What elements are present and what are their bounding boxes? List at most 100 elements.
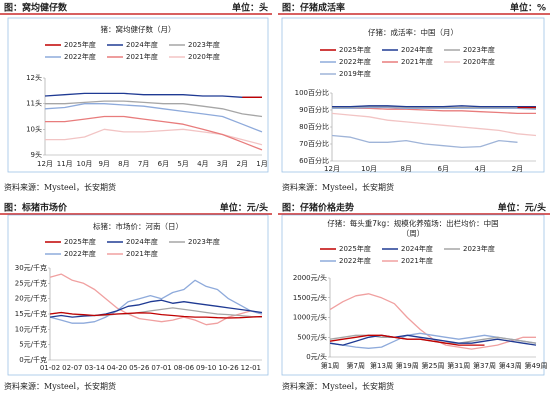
y-tick-label: 10元/千克 [15, 324, 47, 333]
legend-label: 2022年度 [339, 256, 371, 265]
x-tick-label: 2月 [512, 165, 523, 173]
series-line [44, 103, 263, 133]
series-line [332, 105, 536, 108]
y-tick-label: 15元/千克 [15, 309, 47, 318]
x-tick-label: 12月 [324, 165, 340, 173]
panel-header: 图：窝均健仔数 [4, 2, 68, 14]
series-line [49, 279, 263, 324]
x-tick-label: 2月 [237, 160, 248, 168]
legend-label: 2025年度 [64, 237, 96, 246]
legend-label: 2025年度 [64, 40, 96, 49]
x-tick-label: 第37周 [473, 361, 496, 370]
x-tick-label: 第49周 [525, 361, 548, 370]
series-line [45, 100, 263, 118]
x-tick-label: 第25周 [422, 361, 445, 370]
source-note: 资料来源：Mysteel，长安期货 [4, 381, 116, 391]
legend-label: 2021年度 [401, 256, 433, 265]
source-note: 资料来源：Mysteel，长安期货 [282, 182, 394, 192]
legend-label: 2021年度 [126, 249, 158, 258]
x-tick-label: 03-14 [84, 364, 105, 372]
x-tick-label: 4月 [475, 165, 486, 173]
x-tick-label: 10-26 [218, 364, 239, 372]
chart-title: 标猪：市场价：河南（日） [93, 221, 183, 231]
panel-unit: 单位：元/头 [220, 202, 268, 214]
x-tick-label: 6月 [158, 160, 169, 168]
legend-label: 2024年度 [126, 40, 158, 49]
x-tick-label: 02-07 [62, 364, 82, 372]
x-tick-label: 第19周 [396, 361, 419, 370]
y-tick-label: 12头 [26, 73, 42, 82]
source-note: 资料来源：Mysteel，长安期货 [4, 182, 116, 192]
legend-label: 2021年度 [126, 52, 158, 61]
x-tick-label: 第43周 [499, 361, 522, 370]
chart-frame [7, 17, 269, 173]
x-tick-label: 9月 [98, 160, 109, 168]
x-tick-label: 第31周 [447, 361, 470, 370]
chart-frame [281, 17, 545, 173]
series-line [44, 92, 262, 98]
y-tick-label: 500元/头 [297, 332, 327, 341]
panel-header: 图：仔猪成活率 [282, 2, 345, 14]
legend-label: 2023年度 [188, 40, 220, 49]
x-tick-label: 12-01 [241, 364, 261, 372]
x-tick-label: 04-20 [107, 364, 127, 372]
x-tick-label: 09-10 [196, 364, 216, 372]
legend-label: 2020年度 [463, 57, 495, 66]
legend-label: 2022年度 [64, 249, 96, 258]
legend-label: 2023年度 [463, 244, 495, 253]
y-tick-label: 1500元/头 [293, 293, 327, 302]
chart-title: 仔猪：成活率：中国（月） [368, 27, 458, 37]
x-tick-label: 01-02 [40, 364, 60, 372]
y-tick-label: 90百分比 [299, 105, 329, 114]
legend-label: 2024年度 [401, 45, 433, 54]
legend-label: 2022年度 [339, 57, 371, 66]
x-tick-label: 4月 [197, 160, 208, 168]
series-line [329, 334, 537, 346]
series-line [329, 334, 485, 346]
y-tick-label: 25元/千克 [15, 278, 47, 287]
legend-label: 2022年度 [64, 52, 96, 61]
y-tick-label: 1000元/头 [293, 313, 327, 322]
y-tick-label: 0元/千克 [19, 355, 47, 364]
legend-label: 2025年度 [339, 244, 371, 253]
y-tick-label: 11头 [26, 99, 42, 108]
y-tick-label: 60百分比 [299, 156, 329, 165]
y-tick-label: 100百分比 [295, 88, 329, 97]
series-line [45, 115, 263, 151]
legend-label: 2020年度 [188, 52, 220, 61]
legend-label: 2023年度 [188, 237, 220, 246]
series-line [331, 112, 537, 137]
x-tick-label: 3月 [217, 160, 228, 168]
y-tick-label: 20元/千克 [15, 294, 47, 303]
y-tick-label: 0元/头 [306, 352, 327, 361]
x-tick-label: 6月 [438, 165, 449, 173]
x-tick-label: 05-26 [129, 364, 150, 372]
x-tick-label: 10月 [361, 165, 377, 173]
x-tick-label: 8月 [400, 165, 411, 173]
y-tick-label: 5元/千克 [19, 340, 47, 349]
series-line [332, 106, 537, 110]
panel-header: 图：标猪市场价 [4, 202, 68, 214]
series-line [49, 311, 263, 319]
chart-title: （周） [402, 229, 425, 238]
panel-unit: 单位：元/头 [498, 202, 546, 214]
panel-unit: 单位：% [510, 2, 546, 14]
legend-label: 2024年度 [126, 237, 158, 246]
x-tick-label: 12月 [37, 160, 53, 168]
x-tick-label: 7月 [138, 160, 149, 168]
chart-frame [281, 214, 545, 376]
y-tick-label: 70百分比 [299, 139, 329, 148]
y-tick-label: 30元/千克 [15, 263, 47, 272]
x-tick-label: 8月 [118, 160, 129, 168]
chart-title: 仔猪：每头重7kg：规模化养殖场：出栏均价：中国 [327, 218, 498, 228]
y-tick-label: 10头 [26, 124, 42, 133]
panel-header: 图：仔猪价格走势 [282, 202, 354, 214]
x-tick-label: 1月 [256, 160, 267, 168]
chart-title: 猪：窝均健仔数（月） [101, 24, 176, 34]
y-tick-label: 2000元/头 [293, 273, 327, 282]
legend-label: 2023年度 [463, 45, 495, 54]
panel-unit: 单位：头 [232, 2, 268, 14]
legend-label: 2021年度 [401, 57, 433, 66]
series-line [332, 107, 536, 115]
